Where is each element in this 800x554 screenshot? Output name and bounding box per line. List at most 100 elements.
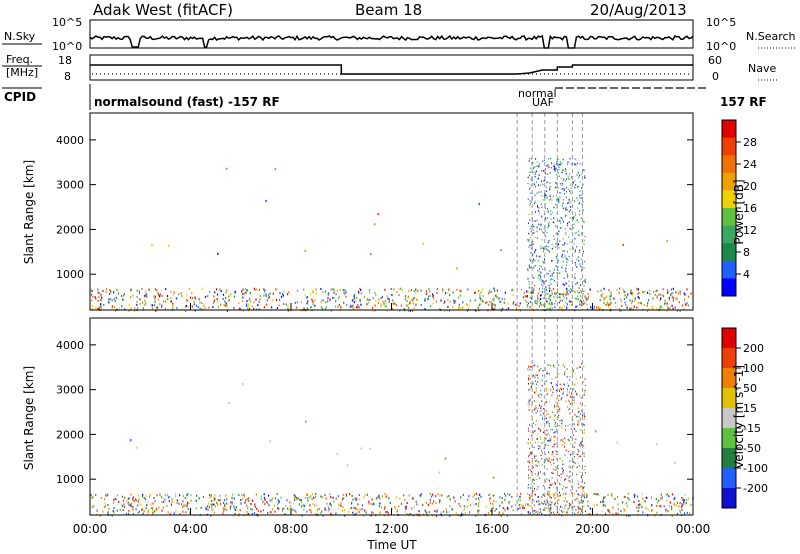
data-cell — [559, 398, 561, 401]
data-cell — [577, 291, 579, 294]
data-cell — [685, 304, 687, 306]
data-cell — [582, 209, 584, 212]
data-cell — [435, 495, 437, 498]
data-cell — [479, 293, 481, 296]
data-cell — [574, 238, 576, 241]
data-cell — [541, 266, 543, 268]
data-cell — [553, 466, 555, 468]
data-cell — [567, 236, 569, 238]
data-cell — [540, 429, 541, 431]
data-cell — [540, 297, 542, 300]
data-cell — [155, 509, 157, 512]
data-cell — [343, 514, 346, 517]
data-cell — [518, 504, 520, 506]
data-cell — [263, 502, 266, 505]
data-cell — [182, 510, 184, 513]
data-cell — [267, 512, 269, 515]
data-cell — [502, 507, 504, 509]
data-cell — [517, 508, 519, 510]
data-cell — [482, 294, 484, 297]
data-cell — [549, 416, 551, 418]
data-cell — [561, 182, 563, 185]
data-cell — [151, 304, 153, 307]
data-cell — [536, 478, 538, 481]
data-cell — [648, 308, 650, 311]
data-cell — [264, 498, 266, 501]
data-cell — [559, 220, 561, 222]
data-cell — [624, 509, 626, 512]
data-cell — [330, 496, 332, 499]
data-cell — [381, 304, 383, 307]
freq-tick-8: 8 — [64, 70, 71, 83]
data-cell — [574, 512, 576, 515]
data-cell — [161, 304, 163, 307]
data-cell — [568, 480, 570, 482]
data-cell — [220, 303, 222, 306]
data-cell — [540, 442, 542, 444]
data-cell — [535, 424, 537, 426]
data-cell — [458, 303, 460, 306]
data-cell — [135, 499, 137, 502]
data-cell — [667, 292, 669, 294]
data-cell — [540, 275, 541, 277]
data-cell — [170, 297, 172, 300]
data-cell — [492, 502, 494, 505]
data-cell — [537, 500, 539, 503]
data-cell — [584, 384, 586, 387]
data-cell — [583, 221, 585, 224]
data-cell — [561, 184, 563, 187]
data-cell — [539, 430, 541, 433]
velocity-colorbar-label: Velocity [m s^-1] — [732, 365, 746, 469]
data-cell — [609, 511, 611, 514]
data-cell — [142, 493, 144, 496]
data-cell — [145, 294, 147, 297]
data-cell — [583, 239, 585, 242]
data-cell — [547, 413, 549, 415]
data-cell — [537, 486, 539, 488]
data-cell — [277, 503, 279, 506]
data-cell — [296, 301, 298, 304]
data-cell — [597, 290, 599, 293]
data-cell — [580, 295, 582, 297]
data-cell — [309, 504, 311, 507]
data-cell — [210, 514, 212, 517]
x-tick-label: 12:00 — [374, 522, 409, 536]
data-cell — [675, 297, 677, 300]
data-cell — [553, 513, 555, 515]
data-cell — [171, 498, 173, 501]
data-cell — [678, 505, 680, 508]
data-cell — [569, 173, 571, 175]
data-cell — [560, 216, 562, 219]
data-cell — [400, 287, 402, 290]
data-cell — [493, 299, 495, 302]
data-cell — [518, 498, 520, 501]
data-cell — [599, 307, 601, 310]
data-cell — [558, 410, 560, 413]
data-cell — [656, 505, 658, 507]
data-cell — [537, 475, 539, 477]
data-cell — [353, 507, 355, 509]
data-cell — [540, 405, 542, 407]
data-cell — [115, 498, 117, 501]
data-cell — [550, 158, 552, 160]
data-cell — [357, 306, 359, 309]
data-cell — [559, 389, 560, 391]
data-cell — [539, 279, 541, 281]
data-cell — [434, 509, 436, 512]
data-cell — [128, 503, 130, 506]
data-cell — [647, 508, 649, 511]
data-cell — [533, 478, 535, 481]
data-cell — [404, 510, 406, 513]
data-cell — [555, 243, 557, 245]
data-cell — [566, 186, 568, 189]
data-cell — [105, 291, 107, 294]
data-cell — [381, 495, 383, 498]
data-cell — [664, 299, 666, 302]
data-cell — [321, 307, 324, 310]
data-cell — [564, 192, 565, 195]
data-cell — [351, 299, 353, 302]
data-cell — [534, 200, 536, 203]
data-cell — [176, 499, 178, 502]
data-cell — [578, 202, 580, 205]
data-cell — [353, 293, 356, 296]
